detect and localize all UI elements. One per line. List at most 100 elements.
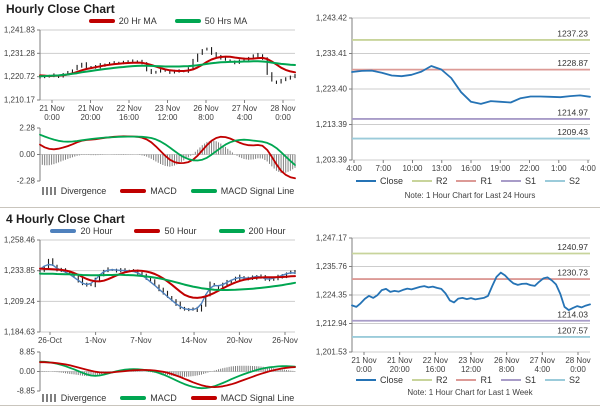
s1-swatch — [501, 379, 521, 381]
legend-label: R1 — [480, 375, 492, 385]
svg-text:1214.97: 1214.97 — [557, 107, 588, 117]
section-divider — [0, 207, 600, 208]
legend-item-50hr-ma: 50 Hrs MA — [174, 16, 248, 26]
svg-text:4:00: 4:00 — [580, 164, 596, 173]
four-hourly-macd-legend: Divergence MACD MACD Signal Line — [40, 393, 296, 403]
svg-text:20:00: 20:00 — [390, 365, 411, 374]
svg-text:7-Nov: 7-Nov — [130, 336, 151, 345]
divergence-bars-icon — [41, 187, 57, 195]
legend-label: MACD Signal Line — [220, 186, 295, 196]
legend-label: R2 — [435, 176, 448, 186]
pivot-legend-24h: Close R2 R1 S1 S2 — [340, 176, 596, 186]
svg-text:1,210.17: 1,210.17 — [4, 96, 36, 105]
r1-swatch — [456, 379, 477, 381]
legend-label: S2 — [569, 375, 581, 385]
legend-item-s2: S2 — [545, 176, 580, 186]
svg-text:14-Nov: 14-Nov — [181, 336, 207, 345]
macd-signal-swatch — [190, 396, 217, 400]
hourly-pivot-chart-panel: 1,243.42 1,233.41 1,223.40 1,213.39 1,203.39… — [300, 0, 600, 207]
svg-text:1:00: 1:00 — [551, 164, 567, 173]
legend-label: MACD — [150, 393, 177, 403]
svg-text:1,212.94: 1,212.94 — [316, 319, 348, 328]
legend-label: R1 — [480, 176, 492, 186]
r2-swatch — [411, 180, 432, 182]
svg-text:1240.97: 1240.97 — [557, 242, 588, 252]
s2-swatch — [545, 379, 566, 381]
svg-text:22:00: 22:00 — [519, 164, 540, 173]
ma50h-swatch — [134, 229, 161, 233]
chart-note-week: Note: 1 Hour Chart for Last 1 Week — [407, 388, 533, 397]
legend-item-r1: R1 — [456, 176, 492, 186]
macd-swatch — [120, 396, 147, 400]
svg-text:23 Nov: 23 Nov — [155, 104, 180, 113]
svg-text:-8.85: -8.85 — [17, 387, 36, 396]
svg-text:20-Nov: 20-Nov — [227, 336, 253, 345]
svg-text:1,258.46: 1,258.46 — [4, 236, 36, 245]
svg-text:22 Nov: 22 Nov — [423, 356, 448, 365]
svg-text:1,203.39: 1,203.39 — [316, 156, 348, 165]
svg-text:1,201.53: 1,201.53 — [316, 348, 348, 357]
legend-label: 200 Hour — [248, 226, 286, 236]
weekly-pivot-chart-panel: 1,247.17 1,235.76 1,224.35 1,212.94 1,201.53… — [300, 212, 600, 405]
svg-text:26 Nov: 26 Nov — [193, 104, 218, 113]
legend-item-r1: R1 — [456, 375, 492, 385]
svg-text:12:00: 12:00 — [157, 113, 178, 122]
legend-item-s1: S1 — [501, 176, 536, 186]
four-hourly-close-chart-panel: 4 Hourly Close Chart 20 Hour 50 Hour 200… — [0, 212, 300, 405]
ma20h-swatch — [50, 229, 77, 233]
svg-text:16:00: 16:00 — [461, 164, 482, 173]
divergence-bars-icon — [41, 394, 57, 402]
svg-text:4:00: 4:00 — [346, 164, 362, 173]
r2-swatch — [411, 379, 432, 381]
svg-text:7:00: 7:00 — [375, 164, 391, 173]
legend-item-divergence: Divergence — [41, 393, 106, 403]
svg-text:0:00: 0:00 — [356, 365, 372, 374]
close-swatch — [355, 379, 376, 381]
svg-text:0:00: 0:00 — [44, 113, 60, 122]
r1-swatch — [456, 180, 477, 182]
legend-label: Close — [379, 176, 403, 186]
legend-label: S1 — [525, 176, 537, 186]
legend-label: S1 — [525, 375, 537, 385]
legend-item-divergence: Divergence — [41, 186, 107, 196]
svg-text:1214.03: 1214.03 — [557, 309, 588, 319]
svg-text:1,233.41: 1,233.41 — [316, 49, 348, 58]
svg-text:1209.43: 1209.43 — [557, 127, 588, 137]
s2-swatch — [545, 180, 566, 182]
weekly-pivot-chart: 1,247.17 1,235.76 1,224.35 1,212.94 1,201.53… — [316, 234, 591, 374]
bottom-divider — [0, 405, 600, 406]
svg-text:1,247.17: 1,247.17 — [316, 234, 348, 243]
svg-text:1,243.42: 1,243.42 — [316, 14, 348, 23]
svg-text:26-Nov: 26-Nov — [272, 336, 298, 345]
legend-label: S2 — [569, 176, 581, 186]
svg-text:1,209.24: 1,209.24 — [4, 297, 36, 306]
svg-text:8.85: 8.85 — [19, 348, 35, 357]
macd-swatch — [120, 189, 147, 193]
legend-item-r2: R2 — [411, 176, 448, 186]
legend-label: MACD — [150, 186, 177, 196]
svg-text:1,241.83: 1,241.83 — [4, 26, 36, 35]
hourly-ma-legend: 20 Hr MA 50 Hrs MA — [40, 16, 296, 26]
svg-text:1207.57: 1207.57 — [557, 325, 588, 335]
svg-text:0.00: 0.00 — [19, 150, 35, 159]
ma50-swatch — [174, 19, 201, 23]
svg-text:8:00: 8:00 — [198, 113, 214, 122]
legend-item-20hour: 20 Hour — [50, 226, 112, 236]
svg-text:1230.73: 1230.73 — [557, 268, 588, 278]
svg-text:1-Nov: 1-Nov — [85, 336, 106, 345]
svg-text:1,220.72: 1,220.72 — [4, 72, 36, 81]
svg-text:12:00: 12:00 — [461, 365, 482, 374]
svg-text:1,233.85: 1,233.85 — [4, 266, 36, 275]
svg-text:4:00: 4:00 — [237, 113, 253, 122]
legend-label: Divergence — [60, 186, 107, 196]
legend-item-close: Close — [355, 375, 403, 385]
svg-text:1,184.63: 1,184.63 — [4, 328, 36, 337]
legend-item-s2: S2 — [545, 375, 580, 385]
legend-label: 50 Hrs MA — [204, 16, 248, 26]
legend-label: 50 Hour — [164, 226, 197, 236]
svg-text:21 Nov: 21 Nov — [39, 104, 64, 113]
close-swatch — [355, 180, 376, 182]
legend-item-r2: R2 — [411, 375, 447, 385]
legend-item-50hour: 50 Hour — [134, 226, 197, 236]
